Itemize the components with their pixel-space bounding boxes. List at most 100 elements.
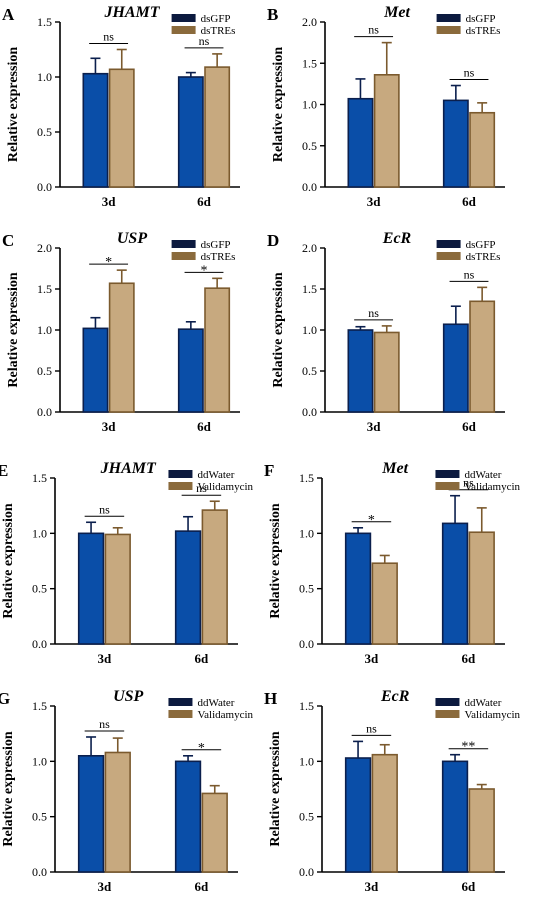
bar-dsgfp-3d xyxy=(82,72,109,188)
chart-title: JHAMT xyxy=(103,4,160,21)
legend-label: dsGFP xyxy=(466,239,496,251)
legend-swatch xyxy=(436,240,461,248)
chart-title: Met xyxy=(381,460,408,477)
legend-label: ddWater xyxy=(464,469,501,481)
bar-dsgfp-6d xyxy=(442,323,469,413)
legend-swatch xyxy=(171,14,196,22)
significance-label: * xyxy=(198,741,205,756)
bar-validamycin-6d xyxy=(468,531,495,645)
y-tick-label: 1.0 xyxy=(37,323,52,337)
panel-letter: G xyxy=(0,689,10,708)
significance-label: ns xyxy=(366,721,377,735)
legend-swatch xyxy=(168,698,193,706)
legend-label: ddWater xyxy=(197,469,234,481)
panel-letter: F xyxy=(264,461,274,480)
y-tick-label: 0.5 xyxy=(299,810,314,824)
bar-dstres-6d xyxy=(469,111,496,188)
chart-title: EcR xyxy=(380,688,410,705)
y-tick-label: 1.0 xyxy=(37,70,52,84)
chart-title: Met xyxy=(383,4,410,21)
chart-title: JHAMT xyxy=(100,460,157,477)
y-tick-label: 1.5 xyxy=(32,471,47,485)
bar-ddwater-6d xyxy=(174,760,202,873)
legend-swatch xyxy=(436,14,461,22)
y-tick-label: 1.5 xyxy=(32,699,47,713)
panel-h: 0.0 0.5 1.0 1.5 Relative expression H EcR 3d ns 6… xyxy=(264,688,521,894)
bar-dstres-6d xyxy=(204,287,231,413)
y-tick-label: 1.0 xyxy=(32,526,47,540)
panel-letter: A xyxy=(2,5,15,24)
legend-swatch xyxy=(436,26,461,34)
y-tick-label: 1.5 xyxy=(37,282,52,296)
y-tick-label: 0.0 xyxy=(32,637,47,651)
y-tick-label: 1.5 xyxy=(299,699,314,713)
bar-validamycin-6d xyxy=(201,509,228,645)
bar-dstres-3d xyxy=(108,68,135,188)
panel-f: 0.0 0.5 1.0 1.5 Relative expression F Met 3d * 6d… xyxy=(264,460,521,666)
legend-swatch xyxy=(435,710,460,718)
y-tick-label: 0.0 xyxy=(299,865,314,879)
panel-b: 0.0 0.5 1.0 1.5 2.0 Relative expression B Met 3d… xyxy=(267,4,505,209)
bar-ddwater-6d xyxy=(441,522,469,645)
y-tick-label: 0.0 xyxy=(37,180,52,194)
legend-swatch xyxy=(171,252,196,260)
bar-dstres-3d xyxy=(108,282,135,413)
y-tick-label: 0.0 xyxy=(299,637,314,651)
bar-validamycin-3d xyxy=(104,533,131,645)
y-axis-label: Relative expression xyxy=(271,272,286,387)
y-axis-label: Relative expression xyxy=(6,272,21,387)
y-tick-label: 2.0 xyxy=(302,15,317,29)
legend-swatch xyxy=(168,470,193,478)
panel-e: 0.0 0.5 1.0 1.5 Relative expression E JHAMT 3d n… xyxy=(0,460,254,666)
legend-label: Validamycin xyxy=(464,709,520,721)
significance-label: ns xyxy=(103,30,114,44)
bar-dsgfp-3d xyxy=(347,329,374,413)
panel-a: 0.0 0.5 1.0 1.5 Relative expression A JHAMT 3d n… xyxy=(2,4,240,209)
category-label: 3d xyxy=(98,651,113,666)
y-tick-label: 1.5 xyxy=(302,282,317,296)
legend-label: Validamycin xyxy=(197,709,253,721)
panel-letter: H xyxy=(264,689,277,708)
legend-swatch xyxy=(168,710,193,718)
significance-label: ns xyxy=(368,23,379,37)
legend-swatch xyxy=(435,698,460,706)
bar-dsgfp-3d xyxy=(347,97,374,188)
bar-validamycin-3d xyxy=(371,753,398,873)
bar-dstres-3d xyxy=(373,331,400,413)
y-tick-label: 1.5 xyxy=(299,471,314,485)
legend-label: dsGFP xyxy=(201,13,231,25)
category-label: 3d xyxy=(367,419,382,434)
chart-title: USP xyxy=(113,688,143,705)
legend-label: dsGFP xyxy=(201,239,231,251)
legend-label: Validamycin xyxy=(464,481,520,493)
panel-letter: C xyxy=(2,231,14,250)
y-axis-label: Relative expression xyxy=(271,47,286,162)
bar-validamycin-6d xyxy=(468,788,495,873)
y-tick-label: 1.0 xyxy=(302,323,317,337)
legend-label: dsGFP xyxy=(466,13,496,25)
bar-dsgfp-6d xyxy=(177,76,204,188)
y-tick-label: 2.0 xyxy=(37,241,52,255)
panel-letter: E xyxy=(0,461,8,480)
y-tick-label: 1.0 xyxy=(302,98,317,112)
category-label: 6d xyxy=(462,419,477,434)
legend-swatch xyxy=(436,252,461,260)
legend-swatch xyxy=(171,26,196,34)
significance-label: ** xyxy=(461,740,475,755)
y-tick-label: 0.5 xyxy=(37,364,52,378)
category-label: 6d xyxy=(197,419,212,434)
y-tick-label: 0.5 xyxy=(32,810,47,824)
y-tick-label: 1.5 xyxy=(302,56,317,70)
category-label: 6d xyxy=(195,879,210,894)
y-tick-label: 1.5 xyxy=(37,15,52,29)
y-axis-label: Relative expression xyxy=(1,503,16,618)
significance-label: ns xyxy=(464,267,475,281)
y-axis-label: Relative expression xyxy=(1,731,16,846)
bar-ddwater-3d xyxy=(344,757,372,873)
significance-label: * xyxy=(105,255,112,270)
category-label: 3d xyxy=(365,879,380,894)
panel-g: 0.0 0.5 1.0 1.5 Relative expression G USP 3d ns 6… xyxy=(0,688,254,894)
significance-label: * xyxy=(368,513,375,528)
panel-d: 0.0 0.5 1.0 1.5 2.0 Relative expression D EcR 3d… xyxy=(267,230,505,434)
y-axis-label: Relative expression xyxy=(268,503,283,618)
